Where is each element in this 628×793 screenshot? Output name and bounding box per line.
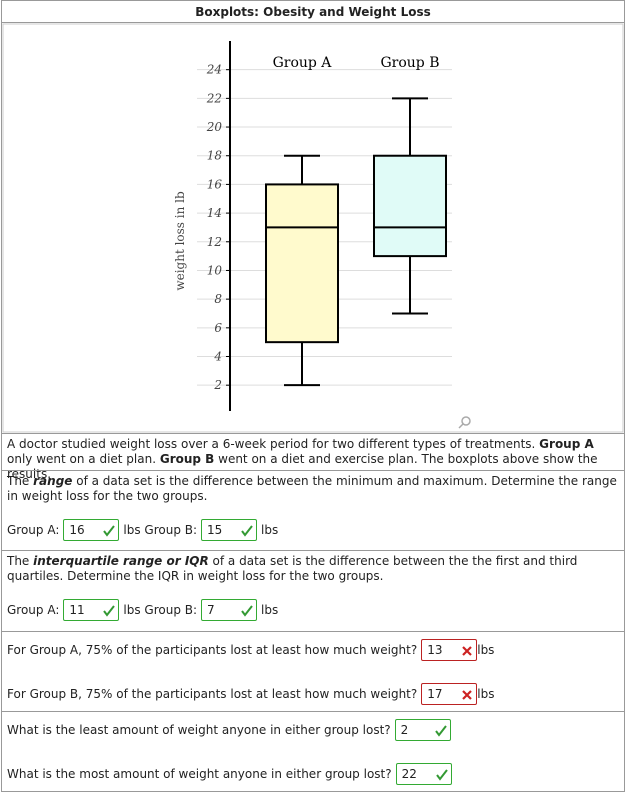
question-text: For Group B, 75% of the participants los… [7, 686, 418, 701]
answer-value: 22 [401, 767, 417, 781]
box [373, 154, 447, 258]
answer-input: 7 [201, 599, 258, 621]
text: Group A [539, 437, 594, 451]
cross-icon [462, 646, 473, 656]
question-row: For Group B, 75% of the participants los… [7, 681, 619, 707]
unit: lbs [477, 642, 495, 657]
answer-label: Group A: [7, 602, 60, 617]
text: The [7, 474, 34, 488]
check-icon [434, 725, 447, 737]
chart-panel: 2 4 6 8 10 12 14 16 18 20 22 24 weight loss in lb Gro… [1, 22, 625, 434]
text: A doctor studied weight loss over a 6-we… [7, 437, 540, 451]
y-tick-label: 2 [213, 378, 222, 392]
cross-icon [462, 646, 473, 656]
zoom-icon [458, 423, 464, 429]
y-tick-label: 6 [214, 321, 222, 335]
title: Boxplots: Obesity and Weight Loss [1, 0, 625, 23]
question: The interquartile range or IQR of a data… [1, 550, 625, 632]
check-icon [103, 525, 116, 537]
y-tick-label: 24 [206, 63, 222, 77]
y-tick-label: 8 [214, 292, 222, 306]
y-tick-label: 12 [207, 235, 222, 249]
answer-input: 15 [201, 519, 258, 541]
y-tick-label: 20 [206, 120, 223, 134]
category-label: Group B [380, 55, 439, 71]
answer-label: lbs [261, 602, 279, 617]
y-axis-label: weight loss in lb [173, 191, 187, 291]
question-row: What is the least amount of weight anyon… [7, 717, 619, 743]
answer-label: Group A: [7, 522, 60, 537]
y-tick-label: 18 [207, 149, 223, 163]
answer-value: 16 [69, 523, 85, 537]
answer-input: 22 [395, 763, 452, 785]
question: For Group A, 75% of the participants los… [1, 631, 625, 712]
cross-icon [462, 690, 473, 700]
answer-value: 11 [69, 603, 85, 617]
text: of a data set is the difference between … [7, 474, 617, 503]
y-tick-label: 16 [207, 177, 223, 191]
question: What is the least amount of weight anyon… [1, 711, 625, 792]
answer-input: 16 [63, 519, 120, 541]
cross-icon [462, 690, 473, 700]
answer-label: lbs [261, 522, 279, 537]
text: Group B [159, 452, 215, 466]
text: only went on a diet plan. [7, 452, 160, 466]
answer-value: 13 [427, 643, 443, 657]
check-icon [241, 605, 253, 617]
answer-value: 15 [207, 523, 223, 537]
question-row: What is the most amount of weight anyone… [7, 761, 619, 787]
unit: lbs [477, 686, 495, 701]
plot-frame [2, 23, 624, 433]
check-icon [103, 605, 116, 617]
check-icon [434, 725, 447, 737]
y-tick-label: 4 [213, 350, 222, 364]
question-text: What is the most amount of weight anyone… [7, 766, 392, 781]
check-icon [103, 525, 116, 537]
answer-row: Group A: 11 lbs Group B: 7 lbs [7, 597, 619, 623]
check-icon [435, 769, 448, 781]
question-text: What is the least amount of weight anyon… [7, 722, 391, 737]
answer-label: lbs Group B: [123, 522, 198, 537]
check-icon [241, 605, 253, 617]
text: The [7, 554, 34, 568]
answer-input: 2 [394, 719, 451, 741]
y-tick-label: 22 [206, 91, 222, 105]
term: interquartile range or IQR [33, 554, 209, 568]
answer-value: 17 [427, 687, 443, 701]
check-icon [241, 525, 253, 537]
answer-value: 7 [207, 603, 215, 617]
term: range [33, 474, 73, 488]
question: The range of a data set is the differenc… [1, 470, 625, 551]
zoom-icon [461, 416, 471, 426]
y-tick-label: 14 [207, 206, 222, 220]
category-label: Group A [273, 55, 333, 71]
answer-value: 2 [400, 723, 409, 737]
answer-input: 17 [421, 683, 478, 705]
answer-input: 11 [63, 599, 120, 621]
y-tick-label: 10 [207, 263, 223, 277]
check-icon [241, 525, 253, 537]
intro: A doctor studied weight loss over a 6-we… [1, 433, 625, 481]
answer-label: lbs Group B: [123, 602, 198, 617]
check-icon [435, 769, 448, 781]
question-row: For Group A, 75% of the participants los… [7, 637, 619, 663]
check-icon [103, 605, 116, 617]
box [265, 183, 339, 344]
question-text: For Group A, 75% of the participants los… [7, 642, 418, 657]
answer-input: 13 [421, 639, 478, 661]
text: of a data set is the difference between … [7, 554, 578, 583]
answer-row: Group A: 16 lbs Group B: 15 lbs [7, 517, 619, 543]
